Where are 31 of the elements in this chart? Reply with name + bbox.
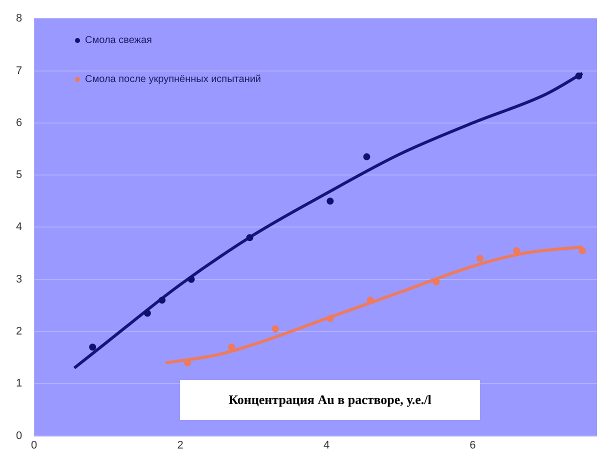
point [89, 344, 96, 351]
point [578, 247, 586, 254]
point [476, 254, 484, 262]
point [188, 276, 195, 283]
point [513, 247, 520, 254]
point [326, 198, 334, 205]
point [575, 72, 582, 80]
x-tick-label: 6 [470, 439, 476, 452]
y-tick-label: 4 [16, 221, 22, 234]
y-tick-label: 0 [16, 430, 22, 442]
legend-label: Смола после укрупнённых испытаний [85, 74, 262, 85]
point [326, 314, 334, 322]
y-tick-label: 6 [16, 116, 22, 129]
point [144, 310, 151, 317]
label-box: Концентрация Au в растворе, у.е./l [180, 380, 480, 420]
point [272, 325, 279, 332]
y-tick-label: 2 [16, 326, 22, 338]
line-series [72, 72, 584, 370]
x-tick-label: 0 [31, 439, 38, 452]
y-tick-label: 7 [16, 64, 22, 77]
legend-label: Смола свежая [85, 35, 152, 46]
point [246, 234, 254, 242]
y-tick-label: 5 [16, 169, 22, 182]
x-tick-label: 2 [177, 439, 184, 452]
point [158, 296, 166, 304]
y-tick-label: 8 [16, 12, 22, 25]
point [228, 344, 235, 351]
x-tick-label: 4 [323, 439, 330, 452]
y-tick-label: 3 [16, 273, 22, 286]
point [363, 153, 370, 160]
y-tick-label: 1 [16, 378, 22, 390]
